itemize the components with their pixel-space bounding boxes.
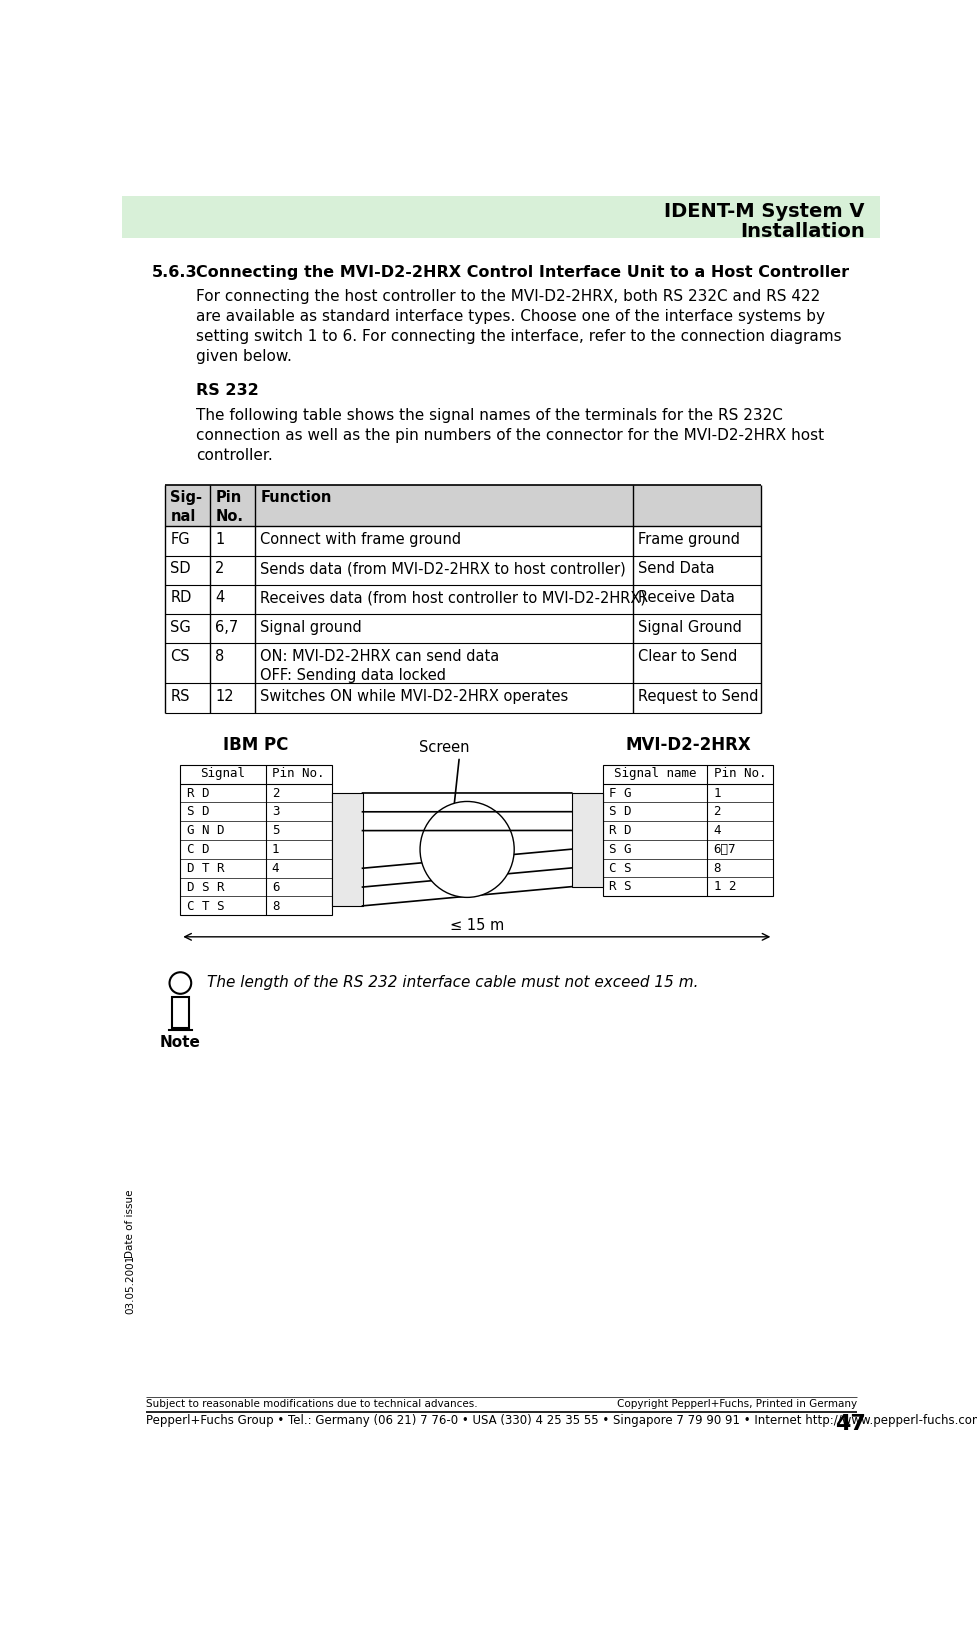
Text: C T S: C T S xyxy=(187,900,224,912)
Text: The following table shows the signal names of the terminals for the RS 232C: The following table shows the signal nam… xyxy=(195,408,782,423)
Text: 1: 1 xyxy=(215,531,225,547)
Text: Signal Ground: Signal Ground xyxy=(638,619,742,634)
Text: are available as standard interface types. Choose one of the interface systems b: are available as standard interface type… xyxy=(195,309,824,324)
Text: 4: 4 xyxy=(272,861,279,874)
Text: MVI-D2-2HRX: MVI-D2-2HRX xyxy=(624,735,750,753)
Bar xyxy=(165,585,760,614)
Text: Pin No.: Pin No. xyxy=(272,768,324,781)
Text: R D: R D xyxy=(187,786,209,799)
Text: F G: F G xyxy=(609,786,631,799)
Text: 8: 8 xyxy=(272,900,279,912)
Text: 1: 1 xyxy=(272,843,279,856)
Text: R S: R S xyxy=(609,881,631,894)
Text: FG: FG xyxy=(170,531,190,547)
Text: Pin
No.: Pin No. xyxy=(215,490,243,525)
Text: 2: 2 xyxy=(215,560,225,577)
Text: 4: 4 xyxy=(215,590,225,605)
Bar xyxy=(122,196,879,237)
Text: SD: SD xyxy=(170,560,191,577)
Bar xyxy=(165,614,760,644)
Text: Sig-
nal: Sig- nal xyxy=(170,490,202,525)
Text: Copyright Pepperl+Fuchs, Printed in Germany: Copyright Pepperl+Fuchs, Printed in Germ… xyxy=(616,1399,856,1409)
Text: controller.: controller. xyxy=(195,448,273,462)
Text: 3: 3 xyxy=(272,806,279,819)
Ellipse shape xyxy=(419,801,514,897)
Text: 47: 47 xyxy=(834,1413,866,1435)
Text: 2: 2 xyxy=(272,786,279,799)
Bar xyxy=(165,644,760,683)
Text: IDENT-M System V: IDENT-M System V xyxy=(663,203,864,221)
Text: Switches ON while MVI-D2-2HRX operates: Switches ON while MVI-D2-2HRX operates xyxy=(260,690,568,704)
Text: For connecting the host controller to the MVI-D2-2HRX, both RS 232C and RS 422: For connecting the host controller to th… xyxy=(195,289,820,304)
Text: 4: 4 xyxy=(713,824,720,837)
Text: 8: 8 xyxy=(215,649,225,663)
Text: 6: 6 xyxy=(272,881,279,894)
Text: Clear to Send: Clear to Send xyxy=(638,649,737,663)
Text: RD: RD xyxy=(170,590,191,605)
Text: S D: S D xyxy=(609,806,631,819)
Bar xyxy=(180,765,331,915)
Text: C D: C D xyxy=(187,843,209,856)
Text: Send Data: Send Data xyxy=(638,560,714,577)
Text: CS: CS xyxy=(170,649,190,663)
Text: ON: MVI-D2-2HRX can send data
OFF: Sending data locked: ON: MVI-D2-2HRX can send data OFF: Sendi… xyxy=(260,649,499,683)
Text: 5: 5 xyxy=(272,824,279,837)
Bar xyxy=(602,765,773,895)
Text: S G: S G xyxy=(609,843,631,856)
Text: Pin No.: Pin No. xyxy=(713,768,766,781)
Text: Note: Note xyxy=(160,1034,200,1049)
Text: Signal ground: Signal ground xyxy=(260,619,361,634)
Text: The length of the RS 232 interface cable must not exceed 15 m.: The length of the RS 232 interface cable… xyxy=(206,975,698,990)
Text: ≤ 15 m: ≤ 15 m xyxy=(449,918,503,933)
Text: connection as well as the pin numbers of the connector for the MVI-D2-2HRX host: connection as well as the pin numbers of… xyxy=(195,428,824,443)
Text: Receives data (from host controller to MVI-D2-2HRX): Receives data (from host controller to M… xyxy=(260,590,646,605)
Text: 2: 2 xyxy=(713,806,720,819)
Text: 1 2: 1 2 xyxy=(713,881,736,894)
Bar xyxy=(572,792,602,887)
Text: 6、7: 6、7 xyxy=(713,843,736,856)
Text: D T R: D T R xyxy=(187,861,224,874)
Text: SG: SG xyxy=(170,619,191,634)
Text: RS 232: RS 232 xyxy=(195,384,258,399)
Text: Connect with frame ground: Connect with frame ground xyxy=(260,531,461,547)
Text: Sends data (from MVI-D2-2HRX to host controller): Sends data (from MVI-D2-2HRX to host con… xyxy=(260,560,625,577)
Text: Installation: Installation xyxy=(740,222,864,242)
Text: IBM PC: IBM PC xyxy=(223,735,288,753)
Text: D S R: D S R xyxy=(187,881,224,894)
Bar xyxy=(165,526,760,556)
Bar xyxy=(165,683,760,712)
Text: Pepperl+Fuchs Group • Tel.: Germany (06 21) 7 76-0 • USA (330) 4 25 35 55 • Sing: Pepperl+Fuchs Group • Tel.: Germany (06 … xyxy=(146,1413,977,1426)
Text: 12: 12 xyxy=(215,690,234,704)
Text: 8: 8 xyxy=(713,861,720,874)
Text: Date of issue: Date of issue xyxy=(125,1190,135,1258)
Bar xyxy=(165,556,760,585)
Text: RS: RS xyxy=(170,690,190,704)
Text: Screen: Screen xyxy=(418,740,469,755)
Text: R D: R D xyxy=(609,824,631,837)
Text: 03.05.2001: 03.05.2001 xyxy=(125,1255,135,1314)
Text: setting switch 1 to 6. For connecting the interface, refer to the connection dia: setting switch 1 to 6. For connecting th… xyxy=(195,330,840,345)
Text: Connecting the MVI-D2-2HRX Control Interface Unit to a Host Controller: Connecting the MVI-D2-2HRX Control Inter… xyxy=(195,265,848,279)
Bar xyxy=(331,792,362,905)
Text: G N D: G N D xyxy=(187,824,224,837)
Text: Function: Function xyxy=(260,490,331,505)
Text: Request to Send: Request to Send xyxy=(638,690,758,704)
Text: C S: C S xyxy=(609,861,631,874)
Text: S D: S D xyxy=(187,806,209,819)
Text: given below.: given below. xyxy=(195,350,291,364)
Text: 5.6.3: 5.6.3 xyxy=(151,265,197,279)
Text: Receive Data: Receive Data xyxy=(638,590,735,605)
Bar xyxy=(165,485,760,526)
Text: Subject to reasonable modifications due to technical advances.: Subject to reasonable modifications due … xyxy=(146,1399,477,1409)
Text: Frame ground: Frame ground xyxy=(638,531,740,547)
Text: Signal name: Signal name xyxy=(614,768,696,781)
Bar xyxy=(172,997,189,1028)
Text: 6,7: 6,7 xyxy=(215,619,238,634)
Text: 1: 1 xyxy=(713,786,720,799)
Text: Signal: Signal xyxy=(200,768,245,781)
